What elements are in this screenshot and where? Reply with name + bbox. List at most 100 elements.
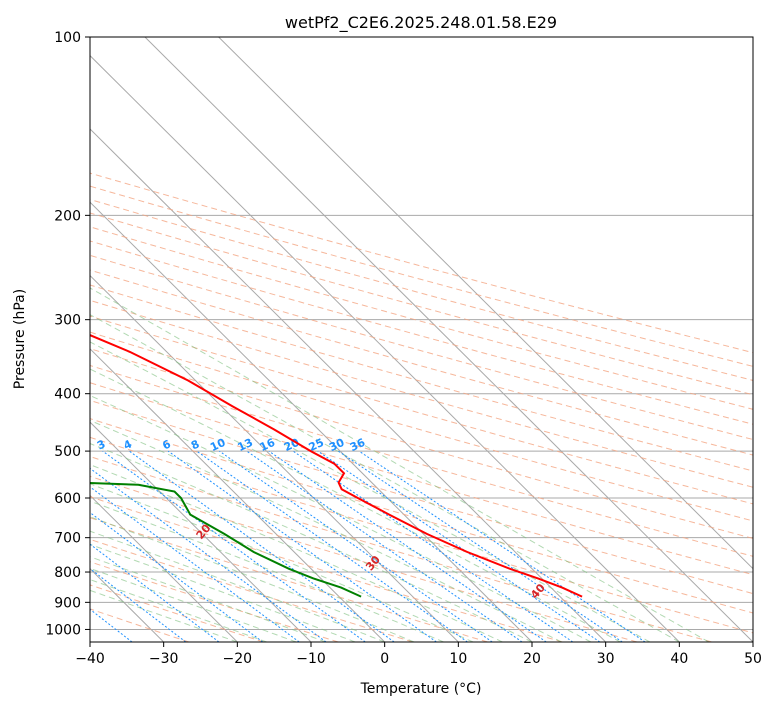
temperature-profile (90, 334, 583, 598)
mixing-ratio-line (358, 450, 646, 642)
mixing-ratio-label: 4 (122, 437, 135, 452)
dry-adiabat-label: 40 (528, 581, 548, 601)
mixing-ratio-line (90, 467, 327, 642)
mixing-ratio-label: 6 (160, 437, 173, 452)
x-tick-label: 20 (523, 651, 541, 667)
dry-adiabat-line (90, 269, 753, 456)
isotherm-line (90, 494, 238, 642)
mixing-ratio-line (90, 543, 220, 642)
chart-title: wetPf2_C2E6.2025.248.01.58.E29 (285, 13, 557, 33)
y-tick-label: 200 (54, 208, 81, 224)
mixing-ratio-line (167, 450, 437, 642)
mixing-ratio-line (317, 450, 601, 642)
dry-adiabat-line (90, 561, 339, 642)
moist-adiabat-line (90, 341, 651, 642)
x-tick-label: 10 (449, 651, 467, 667)
isotherm-line (90, 201, 533, 642)
dry-adiabat-line (90, 584, 264, 642)
dry-adiabat-line (90, 608, 189, 642)
dry-adiabat-line (90, 496, 563, 642)
dry-adiabat-line (90, 315, 753, 505)
isotherm-gridlines (90, 37, 753, 642)
x-axis: −40 −30 −20 −10 0 10 20 30 40 50 (75, 642, 762, 667)
dry-adiabat-line (90, 240, 753, 425)
x-tick-label: −40 (75, 651, 105, 667)
moist-adiabat-line (90, 556, 326, 642)
dry-adiabat-line (90, 436, 753, 634)
profiles (90, 334, 583, 598)
mixing-ratio-label: 30 (327, 436, 347, 454)
x-tick-label: 30 (597, 651, 615, 667)
moist-adiabat-line (90, 516, 415, 642)
isotherm-line (90, 128, 607, 642)
dry-adiabat-line (90, 456, 712, 642)
mixing-ratio-label: 25 (307, 436, 326, 454)
dry-adiabat-line (90, 331, 753, 522)
y-tick-label: 400 (54, 387, 81, 403)
mixing-ratio-label: 20 (282, 436, 302, 454)
mixing-ratio-line (90, 511, 264, 642)
mixing-ratio-label: 16 (258, 436, 278, 454)
x-tick-label: 50 (744, 651, 762, 667)
dry-adiabat-line (90, 382, 753, 576)
dry-adiabat-line (90, 348, 753, 539)
dry-adiabat-line (90, 172, 753, 354)
plot-area: -100-90-80-70-60-50-40-30-20-10010203040… (0, 37, 753, 642)
isobar-gridlines (90, 37, 753, 630)
isotherm-line (90, 348, 386, 642)
moist-adiabat-line (90, 567, 297, 642)
mixing-ratio-label: 10 (208, 436, 228, 454)
isotherm-line (90, 421, 312, 642)
mixing-ratio-line (292, 450, 574, 642)
dry-adiabat-line (90, 399, 753, 595)
mixing-ratio-line (196, 450, 468, 642)
moist-adiabat-line (90, 589, 238, 642)
x-tick-label: 40 (670, 651, 688, 667)
y-tick-label: 700 (54, 531, 81, 547)
dry-adiabat-line (90, 299, 753, 488)
y-tick-label: 900 (54, 595, 81, 611)
mixing-ratio-line (219, 450, 493, 642)
x-tick-label: −10 (296, 651, 326, 667)
moist-adiabat-line (90, 287, 710, 642)
y-tick-label: 300 (54, 313, 81, 329)
moist-adiabat-line (90, 464, 503, 642)
y-tick-label: 1000 (45, 622, 81, 638)
dry-adiabat-line (90, 538, 414, 642)
dry-adiabats (90, 172, 753, 642)
dry-adiabat-line (90, 418, 753, 614)
moist-adiabat-line (90, 530, 385, 642)
mixing-ratio-line (128, 450, 395, 642)
mixing-ratio-line (268, 450, 547, 642)
plot-frame (89, 36, 754, 643)
mixing-ratio-label: 13 (236, 436, 255, 454)
x-tick-label: −30 (149, 651, 179, 667)
dry-adiabat-line (90, 284, 753, 472)
dry-adiabat-line (90, 212, 753, 396)
dewpoint-profile (90, 482, 362, 598)
mixing-ratio-label: 3 (95, 437, 107, 452)
mixing-ratio-label: 1 (0, 437, 12, 452)
y-tick-label: 500 (54, 444, 81, 460)
isotherm-line (144, 37, 753, 642)
dry-adiabat-line (90, 475, 638, 642)
y-tick-label: 600 (54, 491, 81, 507)
mixing-ratio-label: 8 (189, 437, 201, 452)
dry-adiabat-line (90, 254, 753, 441)
moist-adiabat-line (90, 394, 592, 642)
y-axis: 100 200 300 400 500 600 700 800 900 1000 (45, 30, 90, 638)
dry-adiabat-line (90, 226, 753, 410)
y-tick-label: 100 (54, 30, 81, 46)
y-axis-label: Pressure (hPa) (12, 289, 28, 389)
mixing-ratio-line (337, 450, 623, 642)
mixing-ratio-lines (90, 450, 646, 642)
moist-adiabat-line (90, 443, 533, 642)
dry-adiabat-label: 10 (31, 490, 51, 510)
isotherm-line (90, 54, 680, 642)
moist-adiabat-line (90, 419, 562, 642)
dry-adiabat-line (90, 198, 753, 381)
dry-adiabat-line (90, 517, 488, 642)
x-tick-label: 0 (380, 651, 389, 667)
